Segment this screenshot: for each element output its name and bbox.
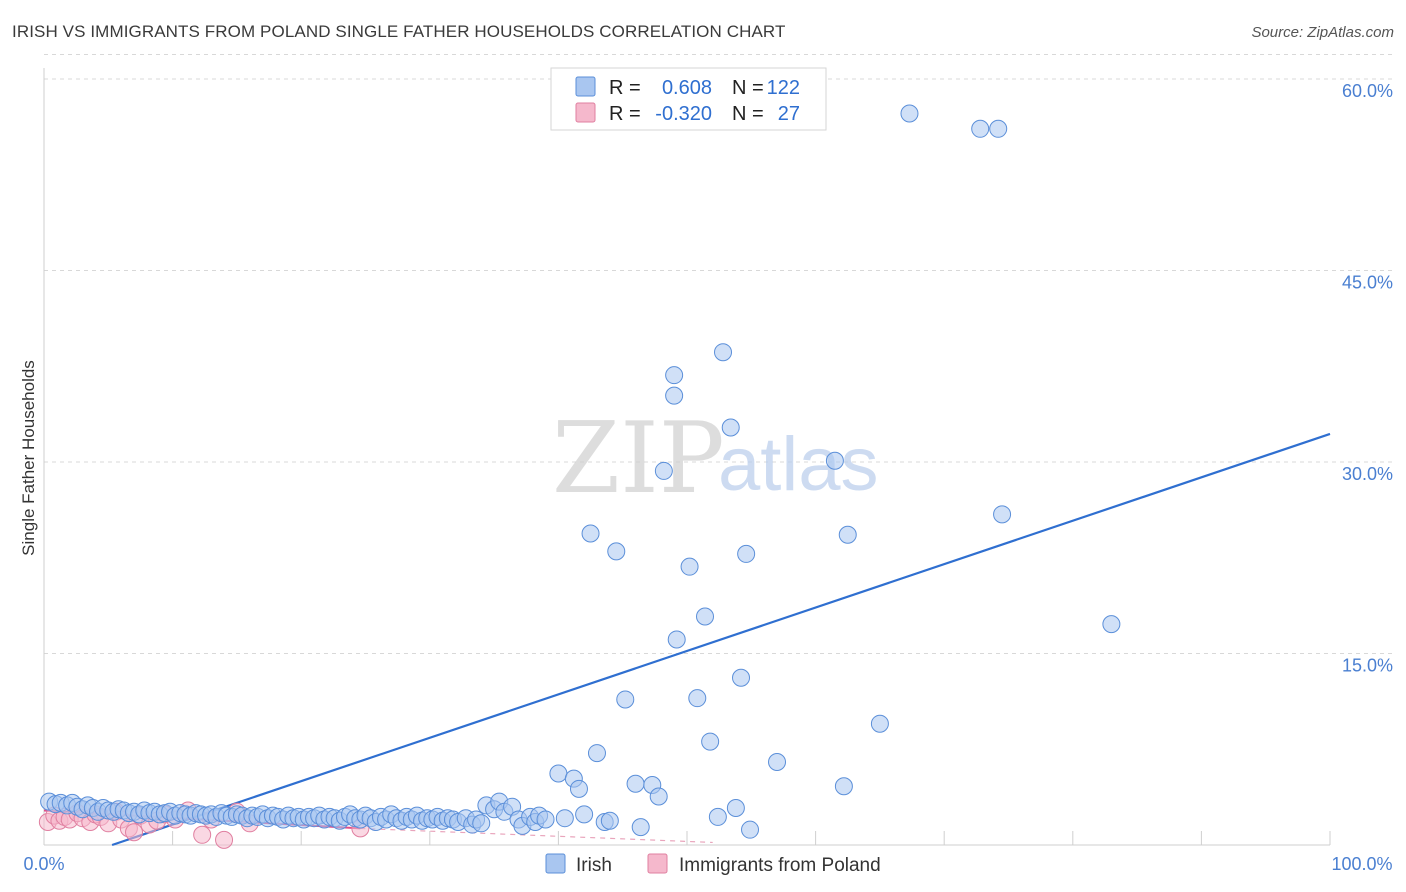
chart-title: IRISH VS IMMIGRANTS FROM POLAND SINGLE F… [12, 22, 786, 41]
point-irish-132 [989, 119, 1008, 138]
point-irish-125 [768, 753, 787, 772]
legend-r-label-poland: R = [609, 103, 641, 125]
point-irish-96 [555, 809, 574, 828]
legend-swatch-poland [575, 102, 596, 123]
x-tick-label-end: 100.0% [1331, 854, 1392, 874]
x-tick-label-start: 0.0% [23, 854, 64, 874]
point-irish-130 [900, 104, 919, 123]
legend-r-label-irish: R = [609, 77, 641, 99]
legend-r-value-poland: -0.320 [655, 103, 712, 125]
legend-n-value-poland: 27 [778, 103, 800, 125]
watermark: ZIP atlas [552, 402, 879, 516]
point-irish-131 [971, 119, 990, 138]
point-irish-122 [732, 668, 751, 687]
legend-box [550, 67, 827, 131]
point-irish-98 [569, 779, 588, 798]
point-irish-121 [726, 798, 745, 817]
y-tick-label-1: 30.0% [1342, 464, 1393, 484]
point-irish-117 [701, 732, 720, 751]
point-irish-83 [472, 814, 491, 833]
watermark-atlas: atlas [718, 422, 879, 507]
point-irish-124 [741, 820, 760, 839]
point-irish-129 [870, 714, 889, 733]
point-irish-107 [631, 818, 650, 837]
y-tick-label-0: 15.0% [1342, 656, 1393, 676]
point-irish-133 [993, 505, 1012, 524]
legend-n-value-irish: 122 [767, 77, 800, 99]
legend-r-value-irish: 0.608 [662, 77, 712, 99]
watermark-zip: ZIP [552, 402, 725, 516]
bottom-legend-swatch-poland [647, 853, 668, 874]
point-irish-109 [649, 787, 668, 806]
point-irish-120 [721, 418, 740, 437]
point-irish-105 [616, 690, 635, 709]
point-irish-94 [536, 810, 555, 829]
trendline-irish [111, 432, 1331, 847]
point-irish-99 [575, 805, 594, 824]
bottom-legend-swatch-irish [545, 853, 566, 874]
bottom-legend-label-irish: Irish [576, 855, 612, 876]
point-irish-127 [834, 777, 853, 796]
point-irish-111 [665, 366, 684, 385]
point-poland-21 [193, 825, 212, 844]
legend-n-label-poland: N = [732, 103, 764, 125]
grid-lines [44, 53, 1392, 654]
y-tick-label-2: 45.0% [1342, 273, 1393, 293]
x-tick-labels: 0.0% 100.0% [23, 854, 1392, 874]
bottom-legend-label-poland: Immigrants from Poland [679, 855, 881, 876]
point-irish-113 [667, 630, 686, 649]
trendline-poland-extension [360, 827, 713, 844]
legend-n-label-irish: N = [732, 77, 764, 99]
point-irish-112 [665, 386, 684, 405]
point-irish-118 [708, 807, 727, 826]
series-irish-points [40, 104, 1121, 839]
point-irish-134 [1102, 615, 1121, 634]
point-irish-126 [825, 451, 844, 470]
point-poland-14 [125, 823, 144, 842]
point-irish-104 [607, 542, 626, 561]
axes [43, 68, 1331, 846]
point-irish-114 [680, 557, 699, 576]
point-irish-95 [549, 764, 568, 783]
legend-swatch-irish [575, 76, 596, 97]
correlation-legend: R = 0.608 N = 122 R = -0.320 N = 27 [550, 67, 827, 131]
point-irish-106 [626, 774, 645, 793]
point-irish-110 [654, 461, 673, 480]
point-irish-101 [587, 744, 606, 763]
point-irish-103 [600, 811, 619, 830]
point-irish-123 [737, 544, 756, 563]
y-tick-label-3: 60.0% [1342, 81, 1393, 101]
source-label: Source: ZipAtlas.com [1251, 24, 1394, 41]
point-irish-115 [688, 689, 707, 708]
point-irish-100 [581, 524, 600, 543]
point-poland-23 [215, 830, 234, 849]
point-irish-128 [838, 525, 857, 544]
series-legend: Irish Immigrants from Poland [545, 853, 881, 876]
y-tick-labels: 15.0% 30.0% 45.0% 60.0% [1342, 81, 1393, 676]
point-irish-116 [696, 607, 715, 626]
point-irish-119 [714, 343, 733, 362]
y-axis-label: Single Father Households [19, 360, 38, 556]
